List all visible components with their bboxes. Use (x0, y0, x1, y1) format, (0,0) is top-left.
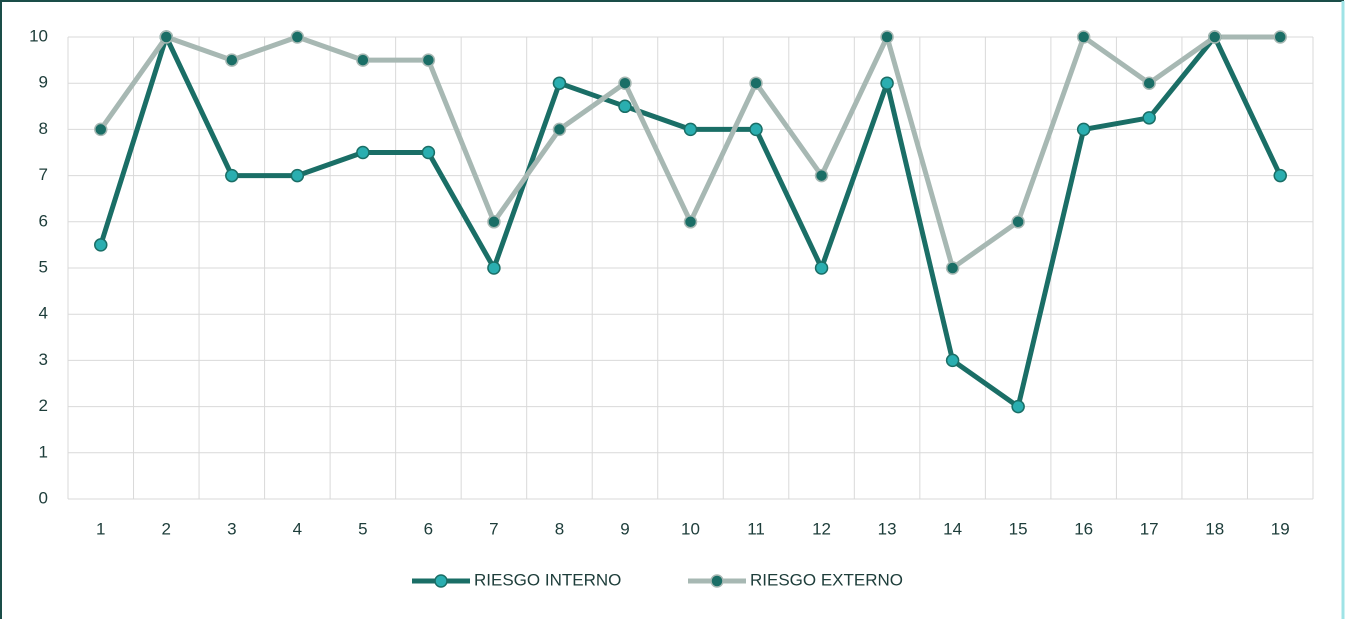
data-point (880, 30, 894, 44)
x-tick-label: 4 (293, 519, 302, 538)
y-tick-label: 5 (39, 257, 48, 276)
x-tick-label: 1 (96, 519, 105, 538)
data-point (487, 215, 501, 229)
x-tick-label: 14 (943, 519, 962, 538)
legend-label: RIESGO INTERNO (474, 570, 621, 589)
x-tick-label: 17 (1140, 519, 1159, 538)
x-tick-label: 9 (620, 519, 629, 538)
data-point (356, 53, 370, 67)
data-point (814, 168, 829, 183)
data-point (749, 122, 763, 137)
data-point (552, 76, 567, 90)
data-point (945, 261, 960, 275)
data-point (1076, 30, 1091, 44)
y-tick-label: 9 (39, 73, 48, 92)
x-tick-label: 3 (227, 519, 236, 538)
y-tick-label: 3 (39, 350, 48, 369)
x-tick-label: 19 (1271, 519, 1290, 538)
legend-label: RIESGO EXTERNO (750, 570, 903, 589)
y-tick-label: 2 (39, 396, 48, 415)
data-point (945, 353, 960, 368)
data-point (1011, 399, 1025, 414)
data-point (1076, 122, 1091, 137)
x-tick-label: 15 (1009, 519, 1028, 538)
data-point (94, 238, 108, 252)
data-point (421, 53, 436, 67)
y-tick-label: 4 (39, 304, 48, 323)
data-point (225, 168, 239, 183)
data-point (290, 168, 305, 183)
x-tick-label: 10 (681, 519, 700, 538)
x-tick-label: 18 (1205, 519, 1224, 538)
data-point (356, 145, 370, 160)
x-tick-label: 11 (747, 519, 765, 538)
data-point (618, 99, 632, 114)
data-point (1207, 30, 1222, 44)
data-point (1273, 168, 1287, 183)
data-point (225, 53, 239, 67)
y-tick-label: 8 (39, 119, 48, 138)
legend-marker (434, 574, 448, 588)
x-tick-label: 8 (555, 519, 564, 538)
data-point (94, 122, 108, 137)
data-point (880, 76, 894, 90)
x-tick-label: 5 (358, 519, 367, 538)
x-tick-label: 2 (162, 519, 171, 538)
data-point (1142, 76, 1156, 90)
data-point (814, 261, 829, 275)
data-point (290, 30, 305, 44)
data-point (1142, 111, 1156, 125)
data-point (159, 30, 174, 44)
y-tick-label: 7 (39, 165, 48, 184)
data-point (749, 76, 763, 90)
x-tick-label: 6 (424, 519, 433, 538)
data-point (618, 76, 632, 90)
data-point (683, 122, 698, 137)
data-point (487, 261, 501, 275)
x-tick-label: 16 (1074, 519, 1093, 538)
data-point (1011, 215, 1025, 229)
x-tick-label: 13 (878, 519, 897, 538)
y-tick-label: 6 (39, 211, 48, 230)
data-point (683, 215, 698, 229)
x-tick-label: 7 (489, 519, 498, 538)
x-tick-label: 12 (812, 519, 831, 538)
data-point (1273, 30, 1287, 44)
y-tick-label: 0 (39, 488, 48, 507)
data-point (421, 145, 436, 160)
y-tick-label: 1 (39, 442, 48, 461)
y-tick-label: 10 (29, 26, 48, 45)
legend-marker (710, 574, 724, 588)
data-point (552, 122, 567, 137)
